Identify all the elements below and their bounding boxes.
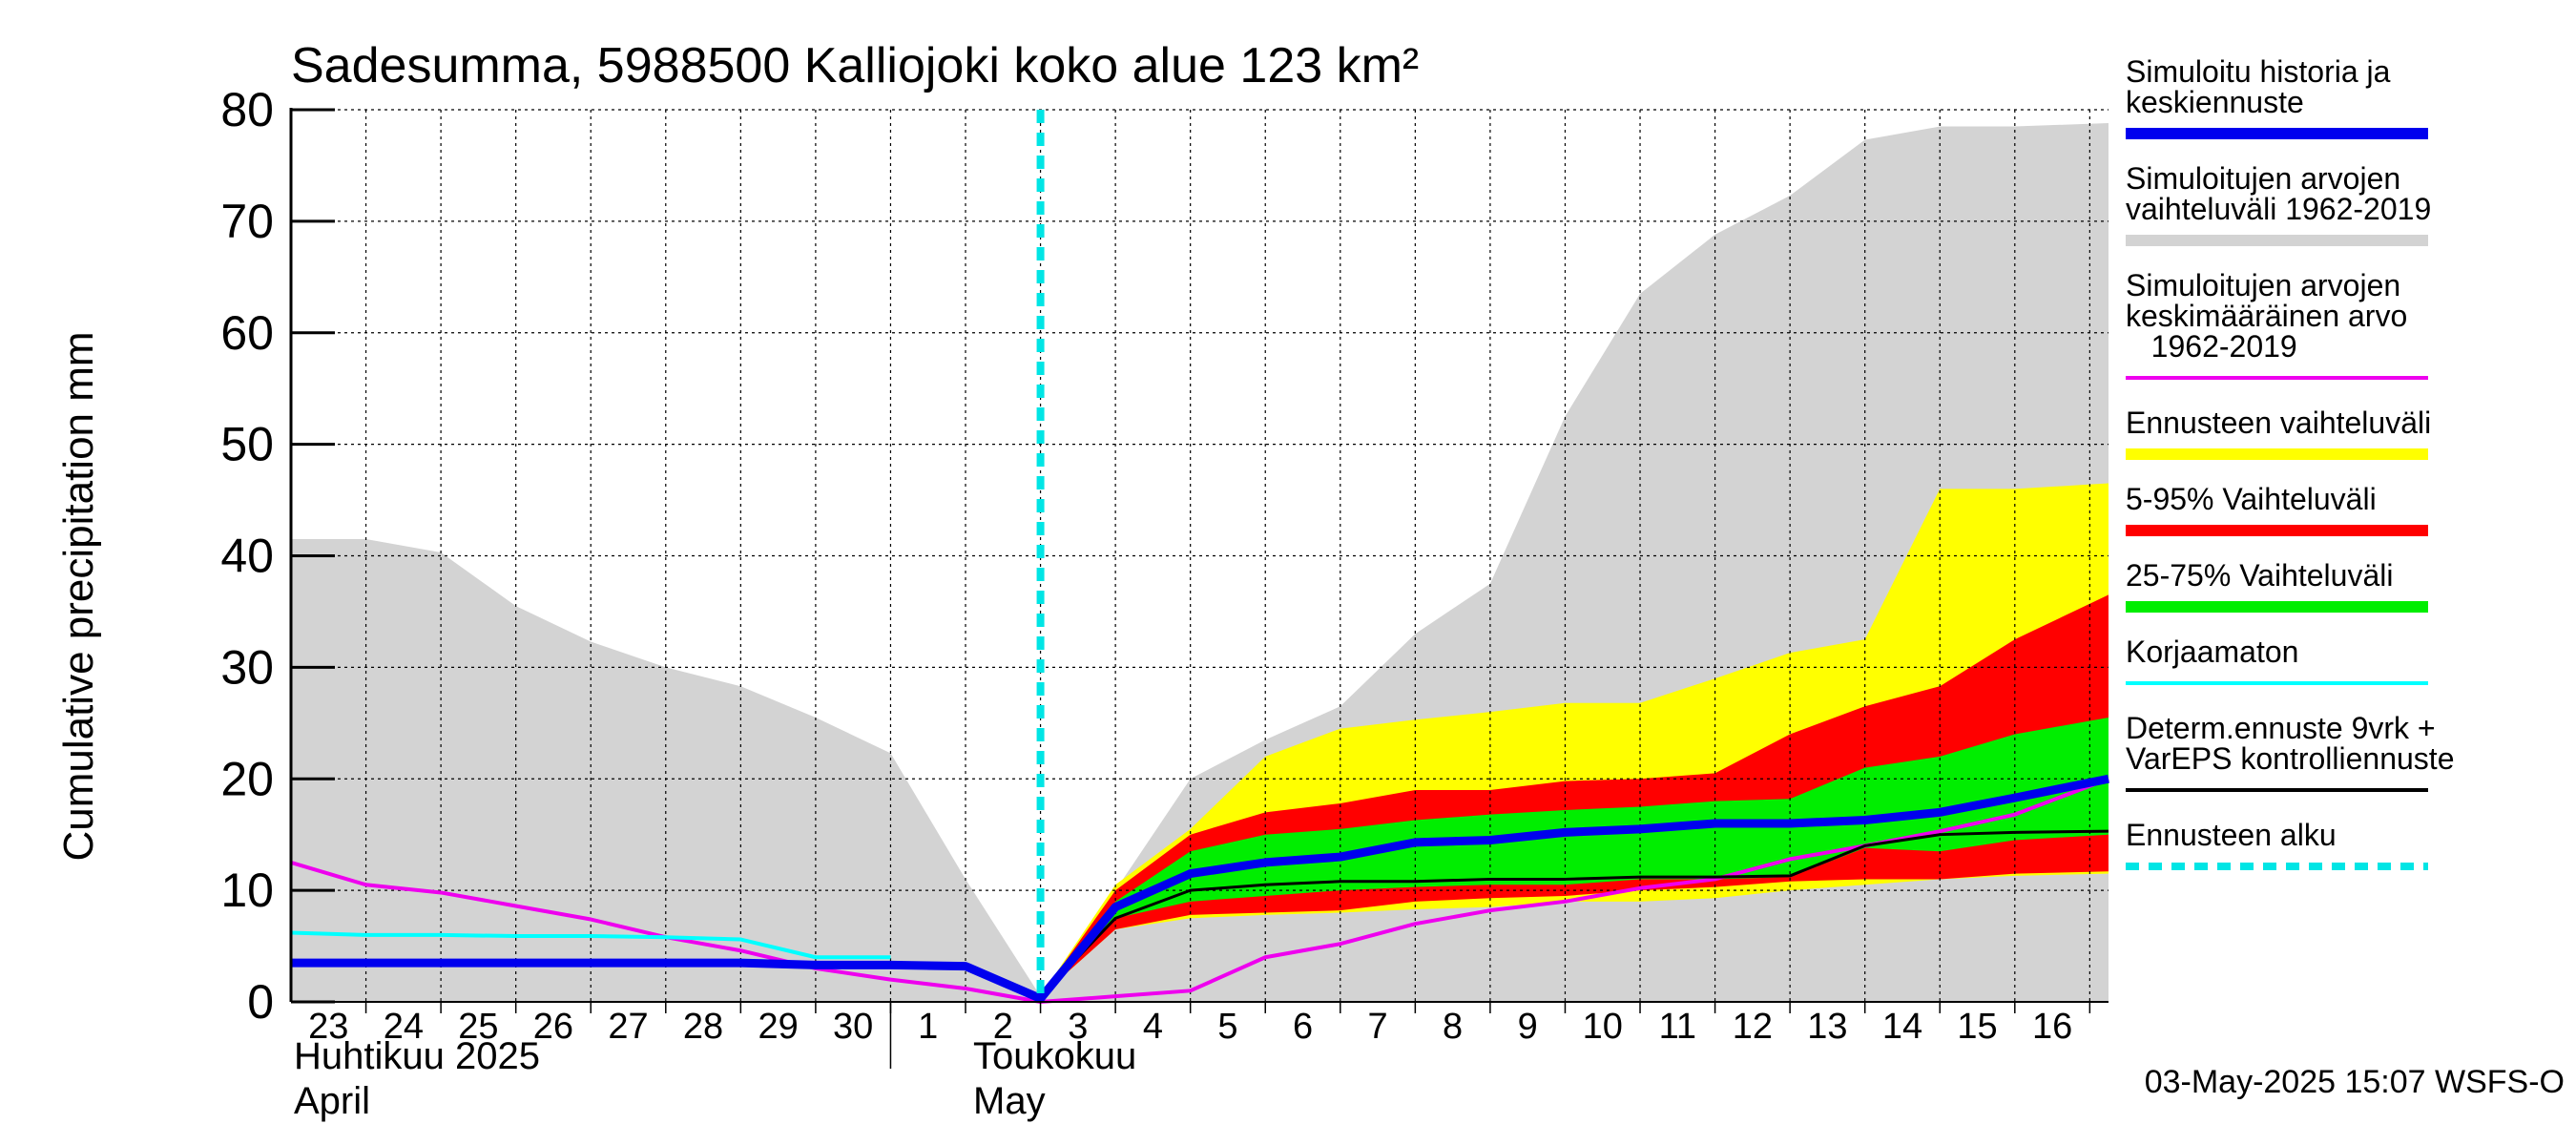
x-tick-label: 3: [1068, 1007, 1088, 1047]
legend-label: keskiennuste: [2126, 85, 2304, 119]
legend-label: 5-95% Vaihteluväli: [2126, 482, 2377, 516]
x-tick-label: 14: [1882, 1007, 1922, 1047]
x-tick-label: 28: [683, 1007, 723, 1047]
x-tick-label: 11: [1659, 1007, 1696, 1047]
x-tick-label: 23: [308, 1007, 348, 1047]
y-tick-label: 60: [220, 306, 274, 360]
month-label-april-en: April: [294, 1080, 370, 1122]
x-tick-label: 24: [384, 1007, 424, 1047]
y-axis-label: Cumulative precipitation mm: [55, 331, 102, 861]
x-tick-label: 13: [1807, 1007, 1847, 1047]
x-tick-label: 4: [1143, 1007, 1163, 1047]
lines-layer: [290, 110, 2109, 1004]
legend-label: 1962-2019: [2126, 329, 2297, 364]
band-p25_75: [1040, 717, 2109, 997]
legend-label: Ennusteen alku: [2126, 818, 2337, 852]
y-tick-label: 70: [220, 195, 274, 248]
y-tick-label: 40: [220, 530, 274, 583]
x-tick-label: 16: [2032, 1007, 2072, 1047]
y-tick-label: 20: [220, 752, 274, 805]
x-tick-label: 27: [608, 1007, 648, 1047]
x-tick-label: 6: [1293, 1007, 1313, 1047]
x-tick-label: 8: [1443, 1007, 1463, 1047]
y-tick-label: 0: [247, 975, 274, 1029]
x-tick-label: 5: [1217, 1007, 1237, 1047]
x-tick-label: 25: [458, 1007, 498, 1047]
legend-label: vaihteluväli 1962-2019: [2126, 192, 2431, 226]
x-tick-label: 26: [533, 1007, 573, 1047]
timestamp: 03-May-2025 15:07 WSFS-O: [2145, 1064, 2565, 1100]
legend-label: Simuloitu historia ja: [2126, 54, 2391, 89]
legend-label: 25-75% Vaihteluväli: [2126, 558, 2393, 593]
line-mean_1962_2019: [290, 777, 2109, 1004]
chart-title: Sadesumma, 5988500 Kalliojoki koko alue …: [291, 38, 1419, 94]
y-tick-label: 80: [220, 83, 274, 136]
legend-label: Korjaamaton: [2126, 635, 2298, 669]
line-simulated_history: [291, 774, 2109, 1003]
x-tick-label: 12: [1733, 1007, 1773, 1047]
line-uncorrected: [290, 930, 891, 960]
month-label-may-fi: Toukokuu: [973, 1035, 1136, 1077]
legend-label: Ennusteen vaihteluväli: [2126, 406, 2431, 440]
axes-layer: [289, 108, 2109, 1069]
month-label-april-fi: Huhtikuu 2025: [294, 1035, 540, 1077]
x-tick-label: 9: [1518, 1007, 1538, 1047]
month-label-may-en: May: [973, 1080, 1046, 1122]
bands-layer: [291, 123, 2109, 1002]
y-tick-label: 30: [220, 640, 274, 694]
legend-label: Simuloitujen arvojen: [2126, 161, 2400, 196]
legend-label: VarEPS kontrolliennuste: [2126, 741, 2454, 776]
legend-label: Determ.ennuste 9vrk +: [2126, 711, 2436, 745]
y-tick-label: 50: [220, 418, 274, 471]
band-p5_95: [1040, 594, 2109, 997]
x-tick-label: 10: [1583, 1007, 1623, 1047]
x-tick-label: 7: [1368, 1007, 1388, 1047]
legend-label: Simuloitujen arvojen: [2126, 268, 2400, 302]
x-tick-label: 30: [833, 1007, 873, 1047]
line-determ_control: [1039, 829, 2109, 998]
x-tick-label: 2: [993, 1007, 1013, 1047]
y-tick-label: 10: [220, 864, 274, 917]
text-layer: Sadesumma, 5988500 Kalliojoki koko alue …: [55, 38, 2565, 1122]
x-tick-label: 1: [918, 1007, 938, 1047]
legend-label: keskimääräinen arvo: [2126, 299, 2407, 333]
x-tick-label: 15: [1957, 1007, 1997, 1047]
x-tick-label: 29: [758, 1007, 798, 1047]
